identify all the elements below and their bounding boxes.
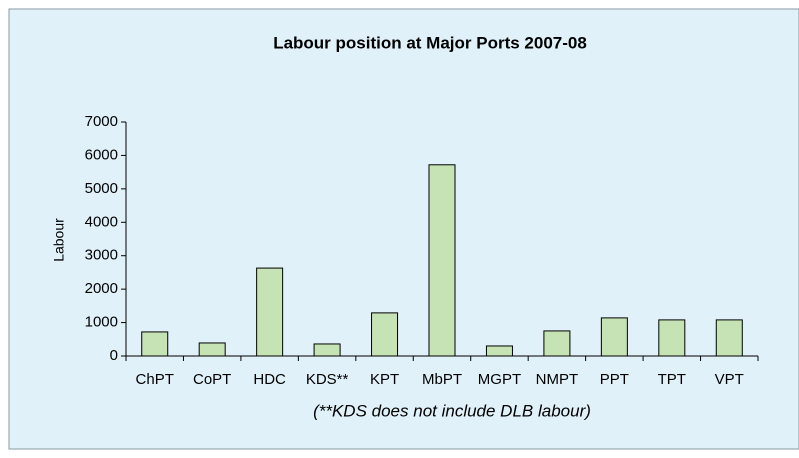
bar xyxy=(198,342,226,357)
x-tick-label: KPT xyxy=(370,371,399,388)
y-tick-label: 1000 xyxy=(85,314,118,331)
x-tick-label: NMPT xyxy=(536,371,579,388)
x-tick-label: TPT xyxy=(658,371,686,388)
y-tick-label: 4000 xyxy=(85,213,118,230)
x-tick-label: PPT xyxy=(600,371,629,388)
y-tick-label: 3000 xyxy=(85,247,118,264)
x-tick-label: ChPT xyxy=(136,371,174,388)
bar xyxy=(141,331,169,357)
bar xyxy=(371,312,399,357)
y-tick-label: 2000 xyxy=(85,280,118,297)
bar xyxy=(715,319,743,357)
chart-background xyxy=(8,8,799,450)
bar xyxy=(600,317,628,357)
bar xyxy=(485,345,513,357)
x-tick-label: CoPT xyxy=(193,371,231,388)
x-tick-label: HDC xyxy=(253,371,286,388)
x-tick-label: KDS** xyxy=(306,371,349,388)
bar xyxy=(658,319,686,357)
bar xyxy=(313,343,341,357)
y-tick-label: 7000 xyxy=(85,113,118,130)
x-tick-label: MGPT xyxy=(478,371,521,388)
bar xyxy=(256,267,284,357)
x-tick-label: MbPT xyxy=(422,371,462,388)
chart-title: Labour position at Major Ports 2007-08 xyxy=(273,33,587,52)
y-tick-label: 6000 xyxy=(85,146,118,163)
bar xyxy=(543,330,571,357)
y-tick-label: 0 xyxy=(110,347,118,364)
y-tick-label: 5000 xyxy=(85,180,118,197)
y-axis-label: Labour xyxy=(51,218,67,262)
chart-note: (**KDS does not include DLB labour) xyxy=(313,401,591,420)
x-tick-label: VPT xyxy=(715,371,744,388)
bar xyxy=(428,164,456,357)
